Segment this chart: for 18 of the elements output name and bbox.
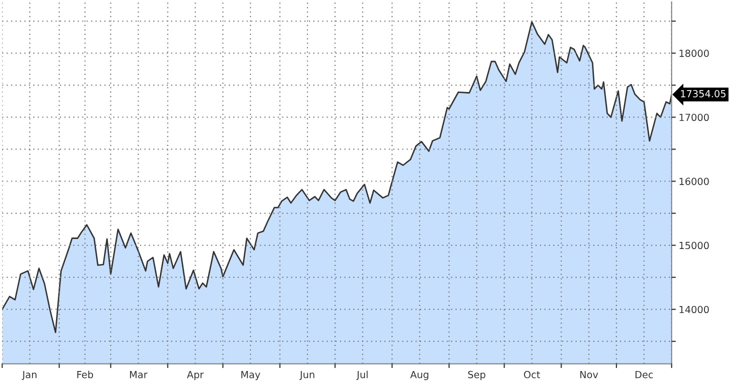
y-tick-label: 18000: [680, 50, 709, 57]
x-tick-label: Sep: [468, 370, 486, 380]
y-tick-label: 14000: [680, 306, 709, 314]
x-tick-label: Nov: [580, 371, 598, 378]
x-tick-label: Jun: [299, 371, 314, 380]
y-tick-label: 15000: [680, 242, 709, 250]
x-tick-label: Mar: [130, 371, 148, 378]
x-tick-label: Apr: [186, 371, 204, 380]
annotation: 17354.05: [681, 90, 726, 98]
x-tick-label: Jul: [356, 370, 368, 380]
x-tick-label: Aug: [410, 371, 428, 380]
x-tick-label: Jan: [22, 371, 36, 380]
x-tick-label: Oct: [524, 370, 540, 378]
x-tick-label: May: [241, 371, 260, 380]
x-tick-label: Dec: [636, 371, 653, 378]
y-tick-label: 16000: [680, 178, 709, 186]
x-tick-label: Feb: [77, 370, 94, 378]
y-tick-label: 17000: [680, 114, 709, 122]
